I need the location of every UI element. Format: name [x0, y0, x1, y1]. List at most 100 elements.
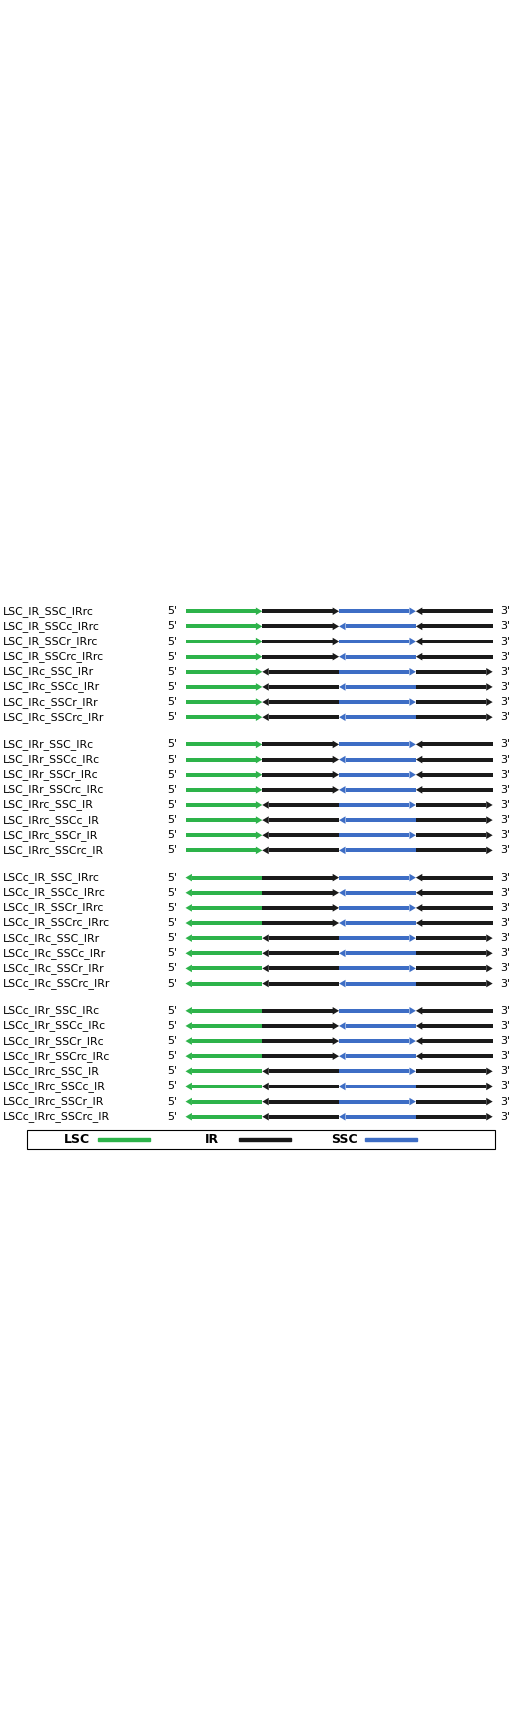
Polygon shape — [333, 919, 339, 926]
Text: LSCc_IRc_SSCr_IRr: LSCc_IRc_SSCr_IRr — [3, 962, 105, 975]
Polygon shape — [262, 921, 333, 924]
Text: 5': 5' — [168, 696, 177, 707]
Polygon shape — [262, 876, 333, 880]
Polygon shape — [346, 817, 416, 823]
Polygon shape — [409, 964, 416, 973]
Text: 5': 5' — [168, 873, 177, 883]
Polygon shape — [346, 788, 416, 791]
Polygon shape — [422, 1009, 493, 1013]
Text: LSC: LSC — [64, 1134, 90, 1146]
Polygon shape — [262, 1054, 333, 1058]
Text: LSC_IRc_SSCc_IRr: LSC_IRc_SSCc_IRr — [3, 681, 100, 693]
Polygon shape — [262, 698, 269, 705]
Text: LSC_IRrc_SSCrc_IR: LSC_IRrc_SSCrc_IR — [3, 845, 104, 855]
Polygon shape — [409, 698, 416, 705]
Polygon shape — [256, 755, 262, 764]
Text: LSC_IRrc_SSCc_IR: LSC_IRrc_SSCc_IR — [3, 814, 100, 826]
Text: 5': 5' — [168, 1037, 177, 1045]
Polygon shape — [416, 1037, 422, 1045]
Polygon shape — [185, 639, 256, 643]
Text: 5': 5' — [168, 1021, 177, 1032]
Text: 3': 3' — [501, 1066, 511, 1077]
Polygon shape — [185, 788, 256, 791]
Polygon shape — [409, 771, 416, 779]
Polygon shape — [192, 1085, 262, 1089]
Text: 5': 5' — [168, 740, 177, 750]
Polygon shape — [269, 1070, 339, 1073]
Polygon shape — [185, 833, 256, 836]
Text: 3': 3' — [501, 740, 511, 750]
Polygon shape — [333, 1007, 339, 1014]
Polygon shape — [269, 1099, 339, 1104]
Polygon shape — [269, 833, 339, 836]
Text: 3': 3' — [501, 933, 511, 943]
Text: LSC_IRc_SSCr_IRr: LSC_IRc_SSCr_IRr — [3, 696, 99, 707]
Polygon shape — [486, 1097, 493, 1106]
Polygon shape — [416, 1085, 486, 1089]
Text: 5': 5' — [168, 800, 177, 810]
Text: 3': 3' — [501, 888, 511, 899]
Polygon shape — [256, 638, 262, 645]
Text: 5': 5' — [168, 1082, 177, 1092]
Text: 3': 3' — [501, 1111, 511, 1121]
Polygon shape — [422, 772, 493, 776]
Polygon shape — [416, 1007, 422, 1014]
Polygon shape — [346, 624, 416, 629]
Polygon shape — [185, 1052, 192, 1059]
Text: LSC_IRr_SSCr_IRc: LSC_IRr_SSCr_IRc — [3, 769, 99, 779]
Polygon shape — [416, 904, 422, 912]
Text: 3': 3' — [501, 1006, 511, 1016]
Polygon shape — [185, 848, 256, 852]
Polygon shape — [339, 755, 346, 764]
Polygon shape — [486, 1083, 493, 1090]
Polygon shape — [416, 937, 486, 940]
Text: 3': 3' — [501, 829, 511, 840]
Text: 3': 3' — [501, 636, 511, 646]
Polygon shape — [262, 655, 333, 658]
Polygon shape — [346, 655, 416, 658]
Polygon shape — [262, 1068, 269, 1075]
Polygon shape — [185, 670, 256, 674]
Polygon shape — [422, 1039, 493, 1044]
Polygon shape — [185, 964, 192, 973]
Polygon shape — [333, 638, 339, 645]
Polygon shape — [256, 698, 262, 705]
Polygon shape — [486, 831, 493, 840]
Polygon shape — [269, 684, 339, 689]
Polygon shape — [262, 624, 333, 629]
Polygon shape — [416, 1099, 486, 1104]
Polygon shape — [409, 638, 416, 645]
Polygon shape — [339, 949, 346, 957]
Polygon shape — [262, 772, 333, 776]
Polygon shape — [192, 1039, 262, 1044]
Polygon shape — [333, 1023, 339, 1030]
Polygon shape — [346, 982, 416, 985]
Text: 5': 5' — [168, 622, 177, 631]
Polygon shape — [333, 653, 339, 660]
Text: 3': 3' — [501, 904, 511, 912]
Polygon shape — [192, 1025, 262, 1028]
Polygon shape — [416, 1023, 422, 1030]
Text: IR: IR — [205, 1134, 219, 1146]
Polygon shape — [422, 905, 493, 911]
Polygon shape — [256, 622, 262, 631]
Polygon shape — [185, 1097, 192, 1106]
Polygon shape — [486, 847, 493, 854]
Text: 5': 5' — [168, 769, 177, 779]
Polygon shape — [416, 741, 422, 748]
Polygon shape — [333, 1052, 339, 1059]
Polygon shape — [416, 982, 486, 985]
Polygon shape — [269, 670, 339, 674]
Polygon shape — [416, 874, 422, 881]
Text: 5': 5' — [168, 1051, 177, 1061]
Polygon shape — [416, 608, 422, 615]
Polygon shape — [409, 741, 416, 748]
Bar — [239, 1137, 291, 1140]
Text: 3': 3' — [501, 800, 511, 810]
Text: 3': 3' — [501, 816, 511, 824]
Text: LSCc_IRr_SSCc_IRc: LSCc_IRr_SSCc_IRc — [3, 1021, 106, 1032]
Polygon shape — [333, 622, 339, 631]
Text: 5': 5' — [168, 636, 177, 646]
Polygon shape — [185, 888, 192, 897]
Polygon shape — [192, 966, 262, 971]
